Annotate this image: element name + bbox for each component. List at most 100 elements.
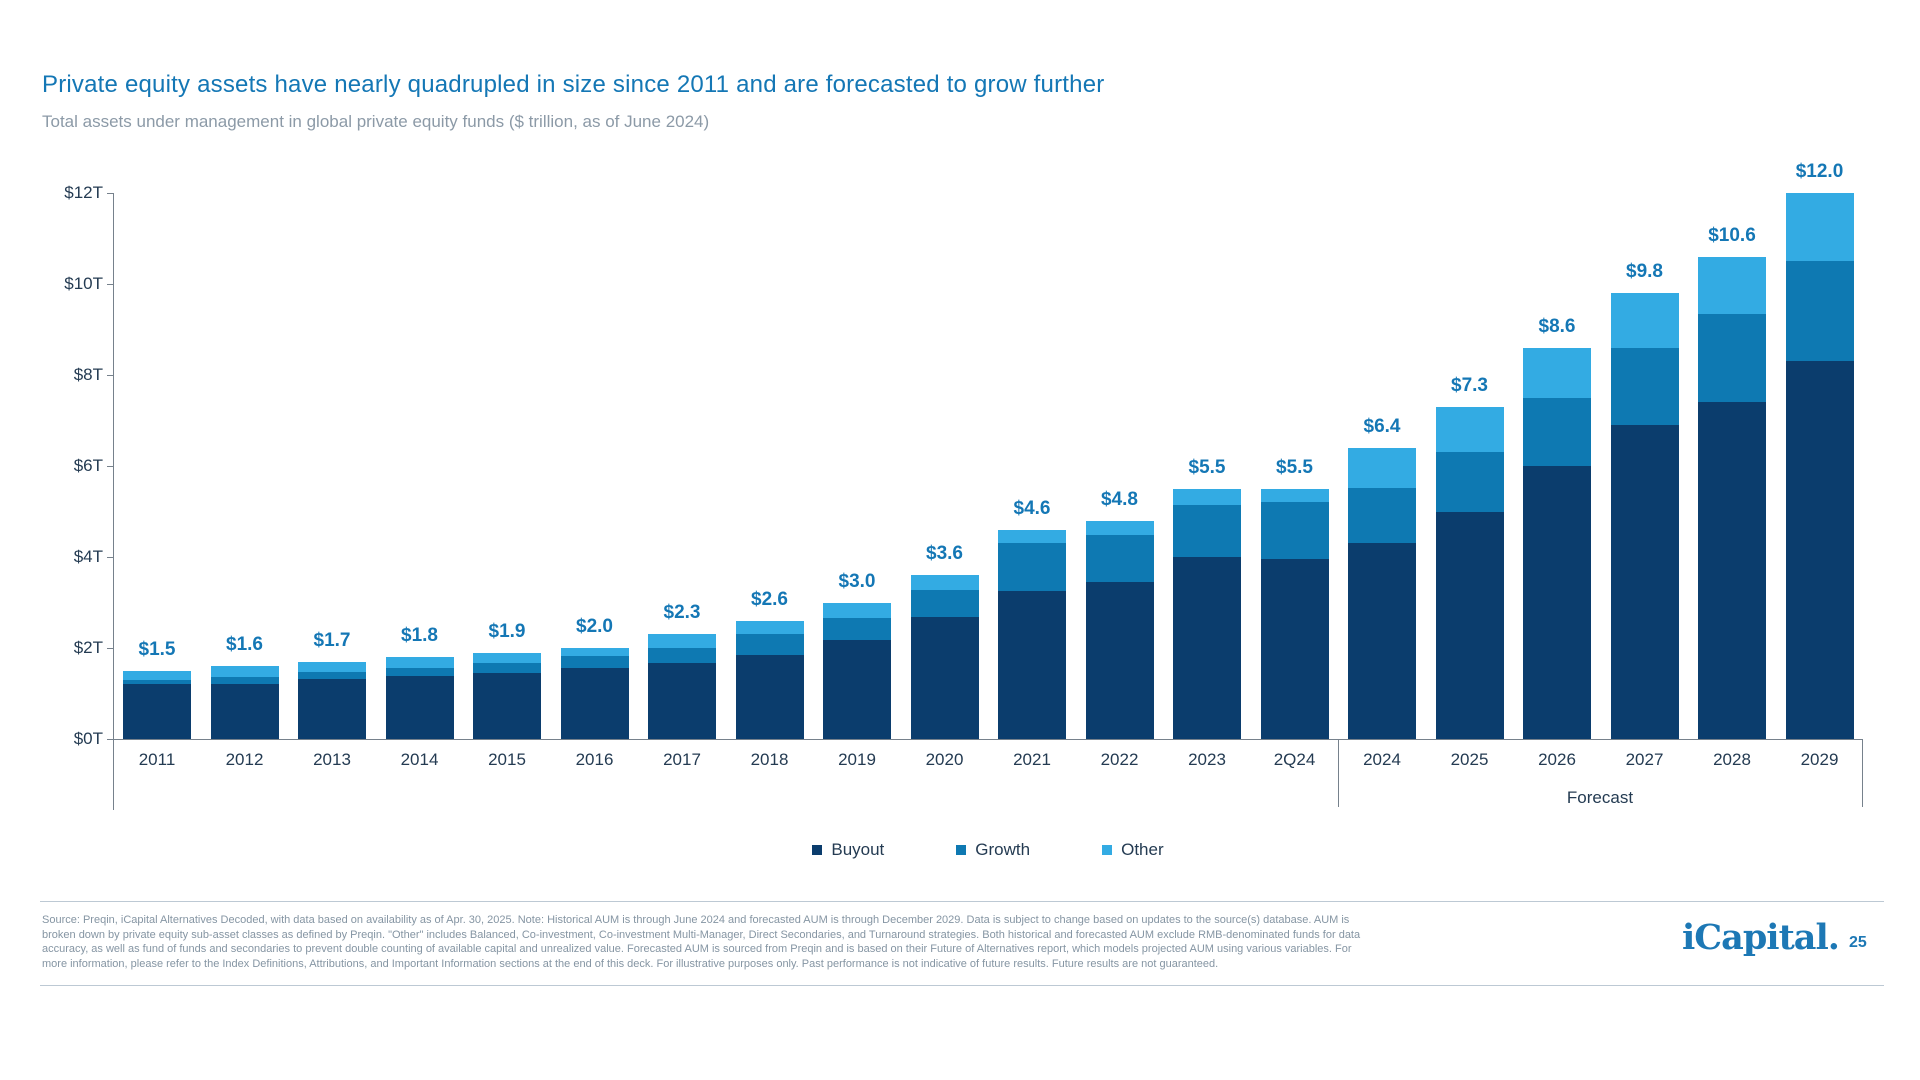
bar-segment-buyout-2024 xyxy=(1348,543,1416,739)
bar-segment-growth-2Q24 xyxy=(1260,502,1329,560)
x-axis-baseline xyxy=(113,739,1863,740)
bar-segment-other-2015 xyxy=(473,652,541,664)
legend-swatch-other xyxy=(1102,845,1113,855)
bar-segment-growth-2026 xyxy=(1523,397,1591,466)
bar-segment-growth-2017 xyxy=(648,648,716,664)
legend-label-buyout: Buyout xyxy=(831,840,885,859)
bar-value-label-2011: $1.5 xyxy=(138,638,176,660)
aum-bar-chart: $1.5 $1.6 $1.7 $1.8 $1.9 $2.0 $2.3 $2.6 $3.0 $3.6… xyxy=(64,161,1863,813)
bar-segment-growth-2019 xyxy=(823,617,891,640)
bars-layer: $1.5 $1.6 $1.7 $1.8 $1.9 $2.0 $2.3 $2.6 $3.0 $3.6… xyxy=(113,161,1863,739)
footer-top-rule xyxy=(40,901,1884,902)
bar-segment-other-2020 xyxy=(910,575,979,591)
bar-value-label-2019: $3.0 xyxy=(838,570,876,592)
bar-segment-other-2024 xyxy=(1348,447,1416,488)
bar-value-label-2021: $4.6 xyxy=(1013,497,1051,519)
plot-right-edge-line xyxy=(1862,739,1863,807)
bar-segment-buyout-2Q24 xyxy=(1260,559,1329,739)
bar-segment-other-2027 xyxy=(1610,293,1679,348)
bar-value-label-2016: $2.0 xyxy=(576,616,613,637)
x-axis-label-2015: 2015 xyxy=(488,750,526,769)
bar-value-label-2015: $1.9 xyxy=(488,620,526,642)
page-title: Private equity assets have nearly quadru… xyxy=(42,71,1105,98)
footer-bottom-rule xyxy=(40,985,1884,986)
icapital-wordmark: iCapital. xyxy=(1682,917,1840,958)
bar-segment-buyout-2021 xyxy=(998,591,1066,739)
legend-label-other: Other xyxy=(1121,840,1164,859)
bar-segment-growth-2014 xyxy=(385,668,454,677)
y-axis-tick xyxy=(107,466,113,467)
x-axis-label-2016: 2016 xyxy=(575,750,614,769)
x-axis-label-2018: 2018 xyxy=(750,750,789,769)
bar-segment-other-2018 xyxy=(735,620,804,634)
bar-segment-buyout-2015 xyxy=(473,673,541,739)
bar-segment-buyout-2012 xyxy=(210,683,279,739)
bar-segment-other-2029 xyxy=(1785,193,1854,262)
forecast-divider-line xyxy=(1338,739,1339,807)
icapital-logo: iCapital. 25 xyxy=(1682,920,1867,955)
legend: Buyout Growth Other xyxy=(113,840,1863,860)
bar-segment-buyout-2022 xyxy=(1085,582,1154,739)
x-axis-label-2019: 2019 xyxy=(838,750,876,769)
bar-segment-buyout-2013 xyxy=(298,678,366,739)
x-axis-label-2028: 2028 xyxy=(1713,750,1751,769)
y-axis-label-6T: $6T xyxy=(73,456,103,475)
bar-segment-buyout-2029 xyxy=(1785,361,1854,739)
bar-segment-growth-2012 xyxy=(210,677,279,684)
y-axis-tick xyxy=(107,739,113,740)
bar-segment-buyout-2028 xyxy=(1698,402,1766,739)
bar-segment-buyout-2016 xyxy=(560,668,629,739)
y-axis-tick xyxy=(107,284,113,285)
legend-swatch-growth xyxy=(956,845,967,855)
legend-swatch-buyout xyxy=(812,845,823,855)
bar-segment-growth-2028 xyxy=(1698,313,1766,403)
y-axis-tick xyxy=(107,557,113,558)
bar-segment-buyout-2014 xyxy=(385,676,454,739)
bar-segment-other-2022 xyxy=(1085,520,1154,535)
bar-value-label-2018: $2.6 xyxy=(751,588,788,610)
bar-segment-growth-2020 xyxy=(910,590,979,618)
y-axis-label-8T: $8T xyxy=(73,365,103,384)
page-number: 25 xyxy=(1848,934,1867,951)
bar-segment-growth-2011 xyxy=(123,679,191,684)
x-axis-label-2022: 2022 xyxy=(1100,750,1139,769)
x-axis-label-2Q24: 2Q24 xyxy=(1273,750,1316,769)
y-axis-label-10T: $10T xyxy=(64,274,103,293)
bar-segment-growth-2013 xyxy=(298,672,366,679)
legend-item-buyout: Buyout xyxy=(812,840,884,860)
bar-value-label-2017: $2.3 xyxy=(663,602,701,624)
bar-value-label-2028: $10.6 xyxy=(1708,224,1756,246)
x-axis-label-2012: 2012 xyxy=(225,750,264,769)
x-axis-label-2026: 2026 xyxy=(1538,750,1576,769)
bar-segment-growth-2015 xyxy=(473,663,541,674)
bar-segment-buyout-2017 xyxy=(648,663,716,739)
bar-value-label-2026: $8.6 xyxy=(1538,315,1576,337)
bar-value-label-2024: $6.4 xyxy=(1363,415,1401,437)
bar-segment-growth-2029 xyxy=(1785,261,1854,362)
bar-segment-growth-2025 xyxy=(1435,452,1504,512)
bar-segment-buyout-2019 xyxy=(823,639,891,739)
forecast-label: Forecast xyxy=(1566,788,1634,807)
bar-segment-growth-2016 xyxy=(560,656,629,669)
y-axis-label-12T: $12T xyxy=(64,183,103,202)
bar-segment-growth-2024 xyxy=(1348,487,1416,544)
x-axis-label-2017: 2017 xyxy=(663,750,701,769)
x-axis-label-2029: 2029 xyxy=(1800,750,1839,769)
bar-segment-other-2Q24 xyxy=(1260,488,1329,503)
bar-segment-other-2019 xyxy=(823,602,891,618)
y-axis-tick xyxy=(107,193,113,194)
x-axis-label-2011: 2011 xyxy=(138,750,176,769)
x-axis-label-2027: 2027 xyxy=(1625,750,1664,769)
bar-segment-other-2012 xyxy=(210,666,279,678)
bar-segment-buyout-2018 xyxy=(735,654,804,739)
bar-segment-growth-2021 xyxy=(998,543,1066,592)
bar-segment-buyout-2027 xyxy=(1610,425,1679,739)
bar-value-label-2023: $5.5 xyxy=(1188,456,1226,478)
bar-segment-growth-2027 xyxy=(1610,347,1679,426)
y-axis-label-4T: $4T xyxy=(73,547,103,566)
bar-segment-other-2014 xyxy=(385,657,454,669)
legend-item-growth: Growth xyxy=(956,840,1030,860)
bar-segment-buyout-2011 xyxy=(123,683,191,739)
bar-segment-other-2013 xyxy=(298,661,366,673)
